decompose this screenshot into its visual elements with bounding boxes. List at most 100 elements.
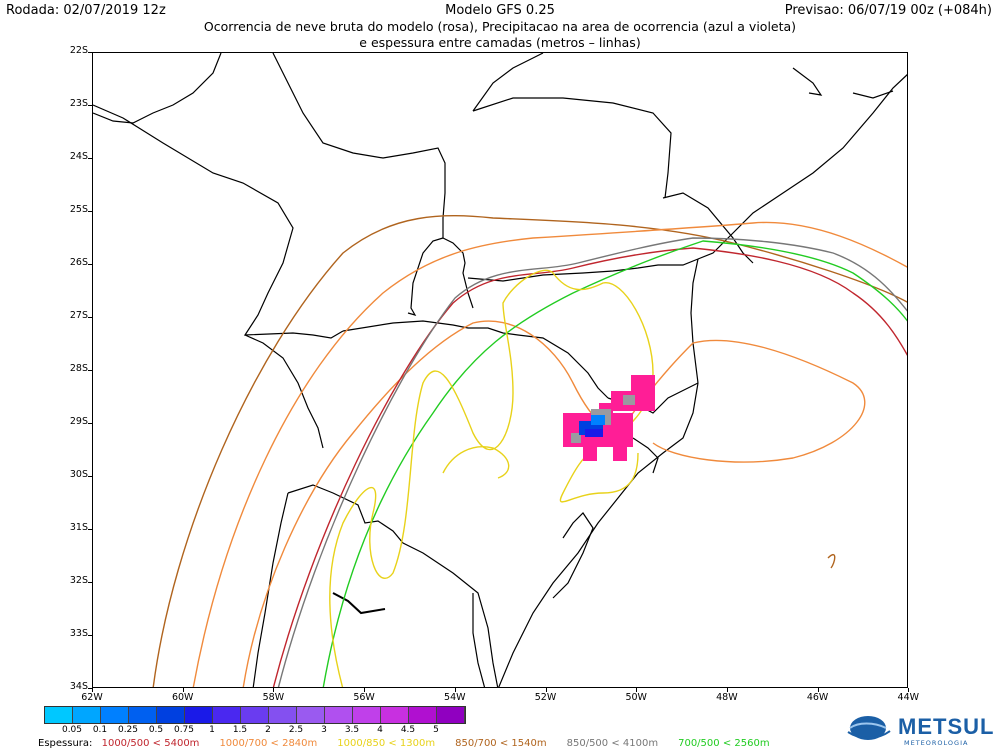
colorbar-label: 3 [321,725,327,735]
latitude-label: 23S [69,98,88,109]
longitude-tick [273,688,275,692]
latitude-tick [88,688,92,689]
longitude-label: 54W [444,692,466,703]
colorbar-swatch [241,707,269,723]
logo-name: METSUL [898,714,995,739]
colorbar-label: 0.75 [173,725,195,735]
longitude-tick [92,688,93,692]
metsul-logo: METSUL METEOROLOGIA [840,712,993,750]
globe-icon [847,716,891,740]
map-subtitle-line-2: e espessura entre camadas (metros – linh… [359,35,641,50]
thickness-850-500-line [277,237,907,687]
longitude-label: 46W [806,692,829,703]
latitude-label: 24S [69,151,88,162]
colorbar-swatch [381,707,409,723]
longitude-label: 48W [716,692,738,703]
latitude-tick [88,635,92,636]
latitude-label: 22S [69,45,88,56]
latitude-label: 29S [69,416,88,427]
colorbar-label: 2.5 [288,725,304,735]
colorbar-label: 1 [209,725,215,735]
longitude-tick [726,688,728,692]
colorbar-label: 0.05 [61,725,83,735]
legend-item: 850/500 < 4100m [566,738,659,749]
latitude-tick [88,423,92,424]
snow-occurrence-area [563,375,655,461]
longitude-tick [636,688,638,692]
longitude-tick [182,688,184,692]
longitude-label: 50W [625,692,647,703]
latitude-label: 27S [69,310,88,321]
latitude-tick [88,105,92,106]
legend-item: 700/500 < 2560m [678,738,770,749]
colorbar-swatch [353,707,381,723]
logo-tagline: METEOROLOGIA [904,739,969,747]
latitude-label: 33S [69,628,88,639]
longitude-label: 62W [81,692,103,703]
longitude-tick [454,688,456,692]
longitude-label: 44W [897,692,920,703]
colorbar-label: 0.25 [117,725,139,735]
forecast-date-label: Previsao: 06/07/19 00z (+084h) [784,3,992,18]
colorbar-label: 4 [377,725,383,735]
latitude-tick [88,211,92,212]
longitude-label: 60W [171,692,194,703]
thickness-1000-700-line [192,221,907,687]
colorbar-swatch [157,707,185,723]
legend-item: 1000/700 < 2840m [219,738,318,749]
colorbar-swatch [297,707,325,723]
latitude-tick [88,529,92,530]
colorbar-label: 2 [265,725,271,735]
map-canvas [93,53,907,687]
colorbar-swatch [185,707,213,723]
longitude-tick [364,688,366,692]
precipitation-colorbar [44,706,466,724]
latitude-label: 25S [69,204,88,215]
colorbar-label: 5 [433,725,439,735]
forecast-map [92,52,908,688]
map-subtitle-line-1: Ocorrencia de neve bruta do modelo (rosa… [203,19,797,34]
run-date-label: Rodada: 02/07/2019 12z [6,3,166,18]
colorbar-swatch [269,707,297,723]
longitude-label: 52W [534,692,557,703]
latitude-tick [88,158,92,159]
latitude-label: 32S [69,575,88,586]
latitude-label: 30S [69,469,88,480]
latitude-label: 26S [69,257,88,268]
colorbar-swatch [45,707,73,723]
latitude-tick [88,476,92,477]
colorbar-label: 4.5 [400,725,416,735]
thickness-1000-850-line [329,269,654,687]
colorbar-label: 0.5 [148,725,164,735]
longitude-label: 56W [353,692,375,703]
latitude-tick [88,370,92,371]
colorbar-label: 3.5 [344,725,360,735]
colorbar-swatch [129,707,157,723]
latitude-label: 28S [69,363,88,374]
latitude-tick [88,317,92,318]
longitude-label: 58W [262,692,285,703]
thickness-700-500-line [322,240,907,687]
longitude-tick [545,688,547,692]
thickness-850-700-line [152,215,907,687]
latitude-tick [88,582,92,583]
latitude-label: 34S [69,681,88,692]
colorbar-swatch [101,707,129,723]
legend-item: 1000/850 < 1300m [337,738,436,749]
longitude-tick [908,688,910,692]
legend-title: Espessura: [38,738,93,749]
colorbar-swatch [73,707,101,723]
colorbar-label: 0.1 [92,725,108,735]
colorbar-swatch [437,707,465,723]
legend-item: 850/700 < 1540m [455,738,547,749]
latitude-tick [88,264,92,265]
thickness-1000-500-line [272,247,907,687]
political-borders [93,53,907,687]
model-name-label: Modelo GFS 0.25 [445,3,555,18]
colorbar-swatch [213,707,241,723]
colorbar-label: 1.5 [232,725,248,735]
thickness-legend: Espessura: 1000/500 < 5400m 1000/700 < 28… [38,738,790,749]
colorbar-swatch [325,707,353,723]
longitude-tick [817,688,819,692]
precipitation-area [579,415,605,437]
